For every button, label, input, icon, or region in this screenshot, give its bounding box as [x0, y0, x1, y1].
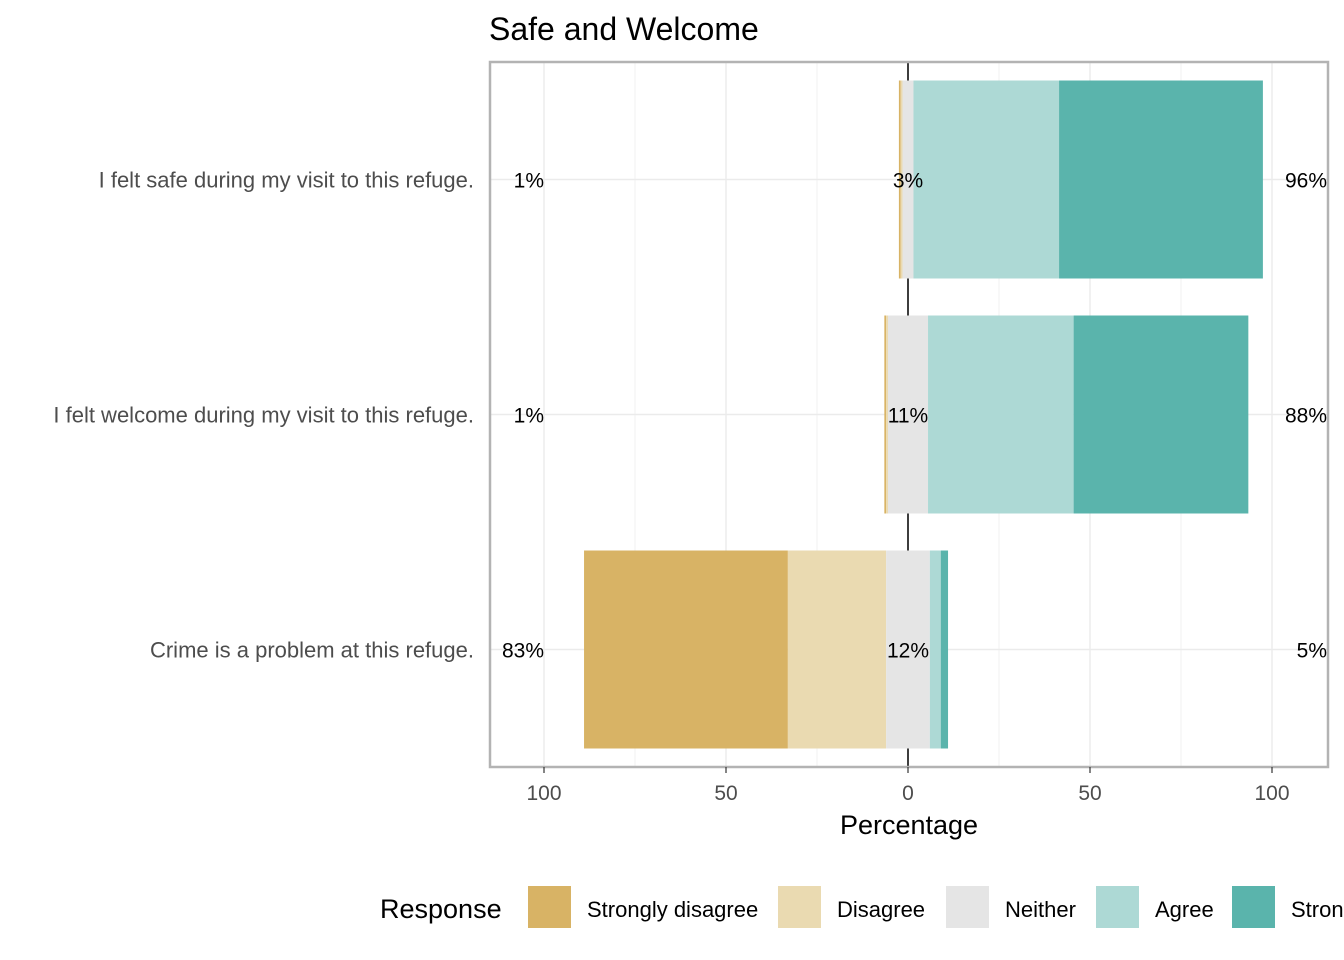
- legend-label-agree: Agree: [1155, 897, 1214, 922]
- y-axis-label: Crime is a problem at this refuge.: [150, 638, 474, 663]
- x-tick-label: 50: [1078, 782, 1101, 805]
- bar-segment-disagree: [886, 315, 888, 514]
- bar-segment-neither: [887, 315, 929, 514]
- legend-label-strongly-disagree: Strongly disagree: [587, 897, 758, 922]
- legend: Response Strongly disagree Disagree Neithe…: [380, 886, 1344, 928]
- legend-label-strongly-agree: Stron: [1291, 897, 1344, 922]
- center-percent-label: 11%: [888, 405, 928, 428]
- bar-segment-strongly-disagree: [884, 315, 887, 514]
- bar-segment-strongly-disagree: [584, 550, 788, 749]
- legend-title: Response: [380, 894, 502, 924]
- legend-label-disagree: Disagree: [837, 897, 925, 922]
- legend-key-neither: [946, 886, 989, 928]
- bar-segment-agree: [913, 80, 1060, 279]
- legend-label-neither: Neither: [1005, 897, 1076, 922]
- x-axis-label: Percentage: [840, 810, 978, 840]
- y-axis-labels: I felt safe during my visit to this refu…: [53, 168, 474, 663]
- legend-key-disagree: [778, 886, 821, 928]
- bar-segment-neither: [886, 550, 930, 749]
- left-percent-label: 1%: [514, 170, 544, 193]
- x-tick-label: 50: [714, 782, 737, 805]
- bar-segment-strongly-disagree: [898, 80, 901, 279]
- panel-border: [488, 60, 1330, 769]
- bar-segment-strongly-agree: [940, 550, 949, 749]
- bar-segment-disagree: [787, 550, 887, 749]
- bar-segment-strongly-agree: [1073, 315, 1249, 514]
- x-tick-label: 0: [902, 782, 914, 805]
- center-percent-label: 12%: [887, 640, 929, 663]
- right-percent-label: 88%: [1285, 405, 1327, 428]
- right-percent-label: 5%: [1297, 640, 1327, 663]
- y-axis-label: I felt safe during my visit to this refu…: [99, 168, 474, 193]
- bar-segment-agree: [929, 550, 941, 749]
- bars: [584, 80, 1263, 749]
- y-axis-label: I felt welcome during my visit to this r…: [53, 403, 474, 428]
- legend-key-strongly-agree: [1232, 886, 1275, 928]
- bar-segment-disagree: [900, 80, 903, 279]
- x-axis-ticks: 100 50 0 50 100: [526, 767, 1290, 805]
- bar-segment-strongly-agree: [1059, 80, 1263, 279]
- left-percent-label: 83%: [502, 640, 544, 663]
- x-tick-label: 100: [1254, 782, 1289, 805]
- right-percent-label: 96%: [1285, 170, 1327, 193]
- center-percent-label: 3%: [893, 170, 923, 193]
- bar-segment-agree: [928, 315, 1074, 514]
- legend-key-agree: [1096, 886, 1139, 928]
- percent-labels: 1% 3% 96% 1% 11% 88% 83% 12% 5%: [502, 170, 1327, 663]
- chart-title: Safe and Welcome: [489, 11, 759, 47]
- left-percent-label: 1%: [514, 405, 544, 428]
- bar-segment-neither: [902, 80, 914, 279]
- legend-key-strongly-disagree: [528, 886, 571, 928]
- x-tick-label: 100: [526, 782, 561, 805]
